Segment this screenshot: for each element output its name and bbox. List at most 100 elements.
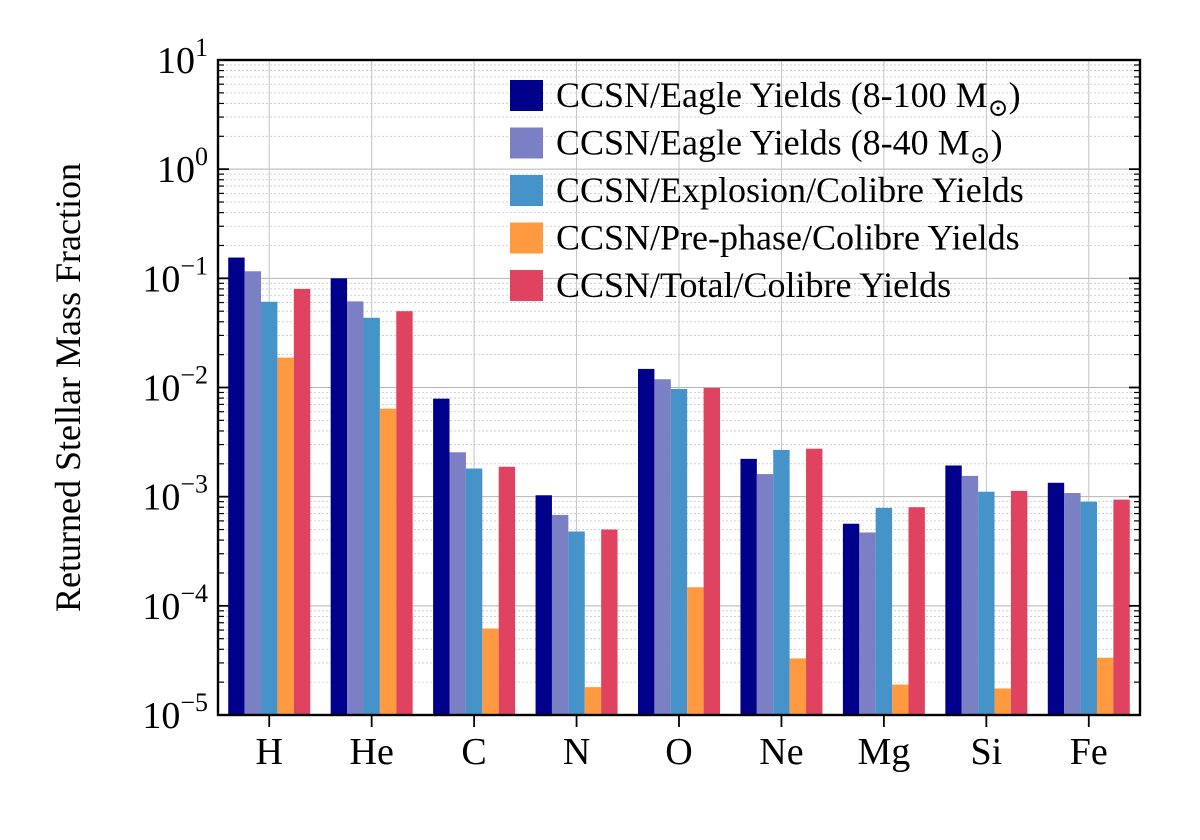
legend-label-main: CCSN/Total/Colibre Yields (556, 265, 951, 305)
bar (978, 491, 995, 715)
x-tick-label: O (665, 731, 692, 773)
bar (1010, 490, 1028, 715)
bar (379, 408, 397, 715)
legend-label: CCSN/Eagle Yields (8-40 M⊙) (556, 123, 1003, 170)
bar (1080, 501, 1097, 715)
bar (756, 474, 774, 715)
legend-label-main: CCSN/Pre-phase/Colibre Yields (556, 218, 1020, 258)
bar (601, 529, 618, 715)
y-tick-label: 10−5 (142, 688, 208, 737)
y-tick-label: 10−1 (142, 251, 208, 300)
bar (875, 507, 893, 715)
bar (244, 271, 262, 715)
bar (1113, 499, 1130, 715)
x-tick-label: C (461, 731, 486, 773)
y-tick-base: 10 (142, 258, 180, 300)
bar (945, 465, 962, 715)
bar (654, 379, 671, 715)
legend-label-subscript: ⊙ (970, 143, 991, 170)
bar (498, 466, 516, 715)
bar (994, 688, 1011, 715)
bar (703, 387, 720, 715)
bar (465, 468, 483, 715)
bar (687, 587, 704, 715)
legend-label-main: CCSN/Eagle Yields (8-40 M (556, 123, 970, 163)
x-tick-label: Ne (759, 731, 803, 773)
y-tick-exponent: −1 (180, 251, 208, 280)
bar (806, 448, 823, 715)
y-tick-base: 10 (142, 586, 180, 628)
legend-label-main: CCSN/Eagle Yields (8-100 M (556, 75, 988, 115)
y-tick-exponent: −5 (180, 688, 208, 717)
bar (1096, 657, 1114, 715)
bar (433, 398, 450, 715)
bar (449, 452, 466, 715)
legend-swatch (510, 127, 543, 159)
bar (551, 514, 569, 715)
x-tick-label: H (255, 731, 282, 773)
bar (908, 507, 925, 715)
x-tick-label: Mg (857, 731, 910, 773)
x-tick-labels: H He C N O Ne Mg Si Fe (255, 731, 1107, 773)
y-tick-label: 100 (157, 142, 208, 191)
y-tick-exponent: 0 (195, 142, 208, 171)
bar (482, 628, 499, 715)
y-axis-title: Returned Stellar Mass Fraction (48, 163, 88, 612)
bar (892, 684, 909, 715)
y-tick-base: 10 (157, 40, 195, 82)
legend-label-tail: ) (991, 123, 1003, 163)
legend-swatch (510, 175, 543, 206)
y-tick-exponent: −2 (180, 361, 208, 390)
bar (670, 388, 688, 715)
bar (1064, 493, 1081, 715)
legend-swatch (510, 270, 543, 301)
bar (638, 368, 655, 715)
legend-label: CCSN/Explosion/Colibre Yields (556, 170, 1024, 210)
bar (363, 317, 380, 715)
y-tick-base: 10 (142, 477, 180, 519)
legend-label-subscript: ⊙ (988, 95, 1009, 122)
legend-swatch (510, 222, 543, 254)
plot-frame (216, 58, 1142, 717)
legend-label: CCSN/Eagle Yields (8-100 M⊙) (556, 75, 1021, 122)
x-tick-label: Fe (1070, 731, 1108, 773)
x-tick-label: N (563, 731, 590, 773)
y-tick-base: 10 (142, 368, 180, 410)
y-tick-label: 10−3 (142, 470, 208, 519)
bar (261, 301, 278, 715)
bar (228, 257, 245, 715)
bar (568, 531, 585, 715)
y-tick-label: 10−4 (142, 579, 208, 628)
bar (740, 458, 757, 715)
legend-swatch (510, 80, 543, 111)
bar (396, 311, 413, 715)
y-tick-base: 10 (142, 695, 180, 737)
bar (347, 301, 364, 715)
x-tick-label: Si (970, 731, 1002, 773)
y-tick-label: 10−2 (142, 361, 208, 410)
bars (228, 257, 1130, 715)
legend: CCSN/Eagle Yields (8-100 M⊙)CCSN/Eagle Y… (510, 75, 1024, 305)
legend-label-tail: ) (1009, 75, 1021, 115)
bar (859, 532, 876, 715)
legend-label: CCSN/Pre-phase/Colibre Yields (556, 218, 1020, 258)
y-tick-exponent: −3 (180, 470, 208, 499)
bar (535, 495, 552, 715)
y-tick-base: 10 (157, 149, 195, 191)
bar (293, 288, 311, 715)
legend-label-main: CCSN/Explosion/Colibre Yields (556, 170, 1024, 210)
bar (277, 357, 294, 715)
bar (584, 687, 602, 715)
bar (773, 449, 790, 715)
x-tick-label: He (350, 731, 394, 773)
legend-label: CCSN/Total/Colibre Yields (556, 265, 951, 305)
y-tick-label: 101 (157, 33, 208, 82)
bar (842, 523, 860, 715)
y-tick-exponent: −4 (180, 579, 208, 608)
bar (1047, 482, 1065, 715)
bar (789, 658, 807, 715)
bar (330, 278, 348, 715)
y-tick-exponent: 1 (195, 33, 208, 62)
